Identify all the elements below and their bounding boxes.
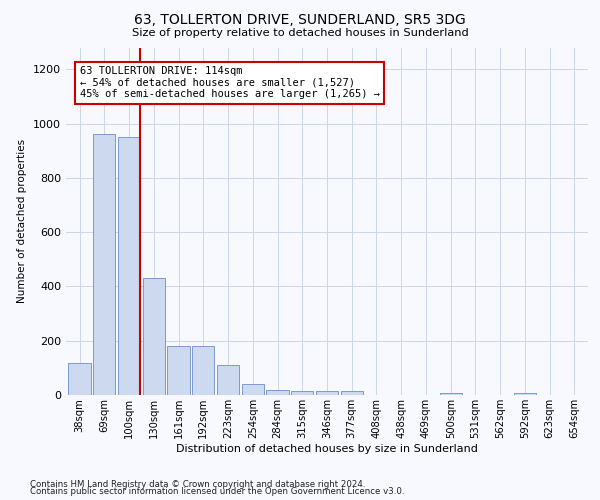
Bar bbox=[118, 136, 140, 395]
Bar bbox=[93, 134, 115, 395]
Bar bbox=[167, 346, 190, 395]
X-axis label: Distribution of detached houses by size in Sunderland: Distribution of detached houses by size … bbox=[176, 444, 478, 454]
Bar bbox=[192, 346, 214, 395]
Bar bbox=[242, 384, 264, 395]
Y-axis label: Number of detached properties: Number of detached properties bbox=[17, 139, 28, 304]
Text: Contains public sector information licensed under the Open Government Licence v3: Contains public sector information licen… bbox=[30, 488, 404, 496]
Text: Size of property relative to detached houses in Sunderland: Size of property relative to detached ho… bbox=[131, 28, 469, 38]
Bar bbox=[266, 390, 289, 395]
Bar bbox=[514, 393, 536, 395]
Text: Contains HM Land Registry data © Crown copyright and database right 2024.: Contains HM Land Registry data © Crown c… bbox=[30, 480, 365, 489]
Text: 63 TOLLERTON DRIVE: 114sqm
← 54% of detached houses are smaller (1,527)
45% of s: 63 TOLLERTON DRIVE: 114sqm ← 54% of deta… bbox=[80, 66, 380, 100]
Bar bbox=[440, 393, 462, 395]
Bar bbox=[68, 363, 91, 395]
Bar bbox=[217, 364, 239, 395]
Text: 63, TOLLERTON DRIVE, SUNDERLAND, SR5 3DG: 63, TOLLERTON DRIVE, SUNDERLAND, SR5 3DG bbox=[134, 12, 466, 26]
Bar bbox=[341, 391, 363, 395]
Bar bbox=[143, 278, 165, 395]
Bar bbox=[316, 391, 338, 395]
Bar bbox=[291, 391, 313, 395]
